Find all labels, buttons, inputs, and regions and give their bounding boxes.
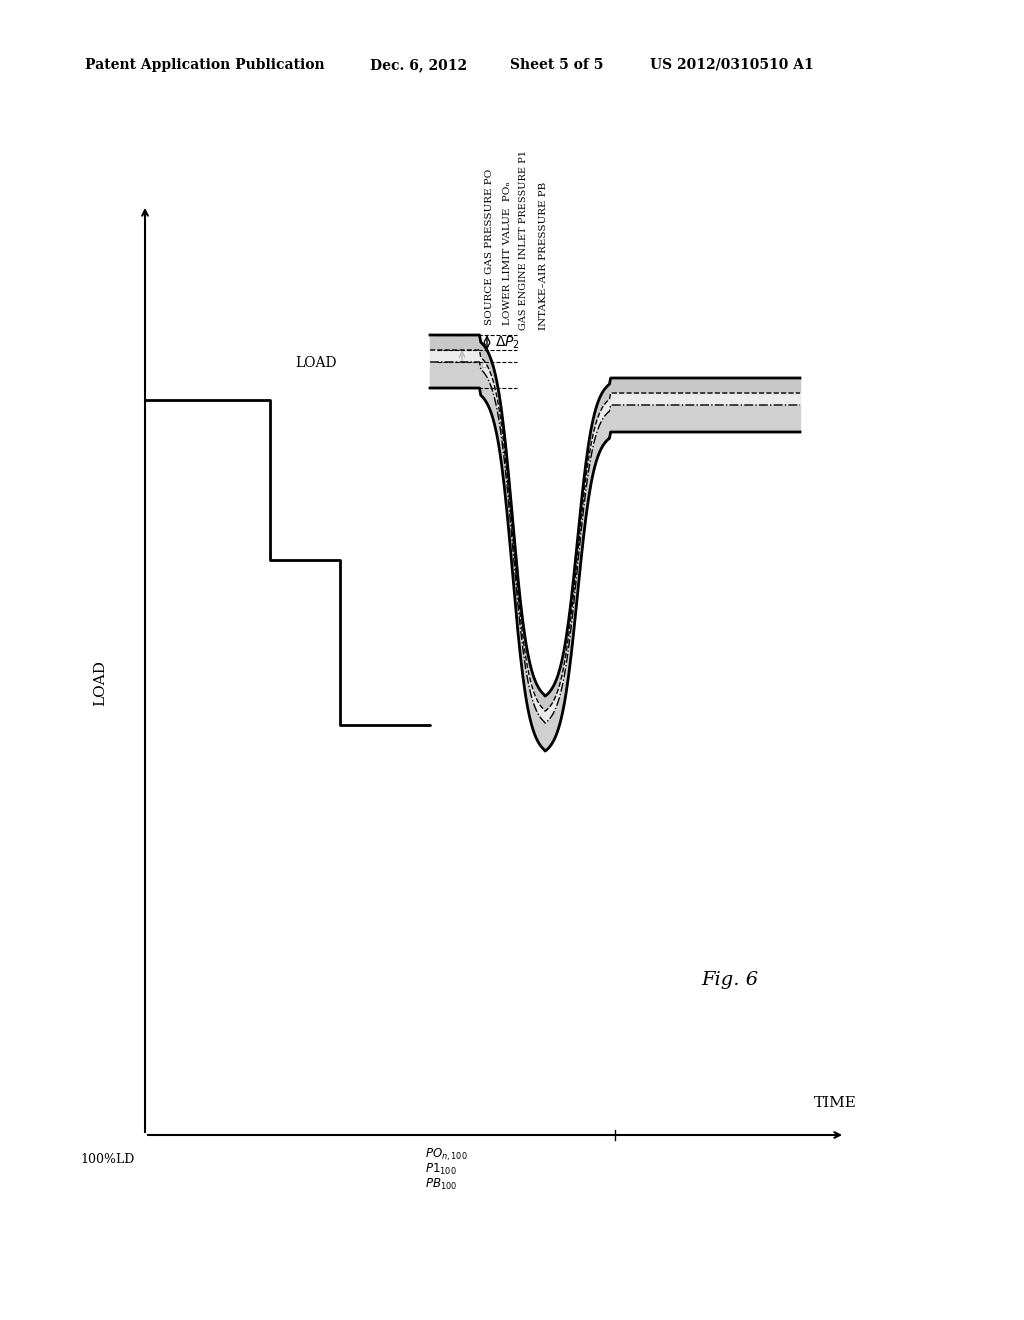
Text: TIME: TIME	[813, 1096, 856, 1110]
Text: US 2012/0310510 A1: US 2012/0310510 A1	[650, 58, 814, 73]
Text: $P1_{100}$: $P1_{100}$	[425, 1162, 457, 1177]
Text: $PO_{n,100}$: $PO_{n,100}$	[425, 1147, 468, 1163]
Text: GAS ENGINE INLET PRESSURE P1: GAS ENGINE INLET PRESSURE P1	[518, 150, 527, 330]
Text: Fig. 6: Fig. 6	[701, 972, 759, 989]
Text: Patent Application Publication: Patent Application Publication	[85, 58, 325, 73]
Text: SOURCE GAS PRESSURE PO: SOURCE GAS PRESSURE PO	[485, 169, 495, 325]
Text: Sheet 5 of 5: Sheet 5 of 5	[510, 58, 603, 73]
Text: LOWER LIMIT VALUE  POₙ: LOWER LIMIT VALUE POₙ	[504, 181, 512, 325]
Text: 100%LD: 100%LD	[81, 1152, 135, 1166]
Text: $\Delta P_1$: $\Delta P_1$	[470, 360, 496, 378]
Text: LOAD: LOAD	[93, 660, 106, 705]
Text: LOAD: LOAD	[295, 356, 337, 370]
Text: $\Delta P_2$: $\Delta P_2$	[495, 334, 520, 351]
Text: $PB_{100}$: $PB_{100}$	[425, 1177, 458, 1192]
Text: Dec. 6, 2012: Dec. 6, 2012	[370, 58, 467, 73]
Text: INTAKE–AIR PRESSURE PB: INTAKE–AIR PRESSURE PB	[539, 182, 548, 330]
